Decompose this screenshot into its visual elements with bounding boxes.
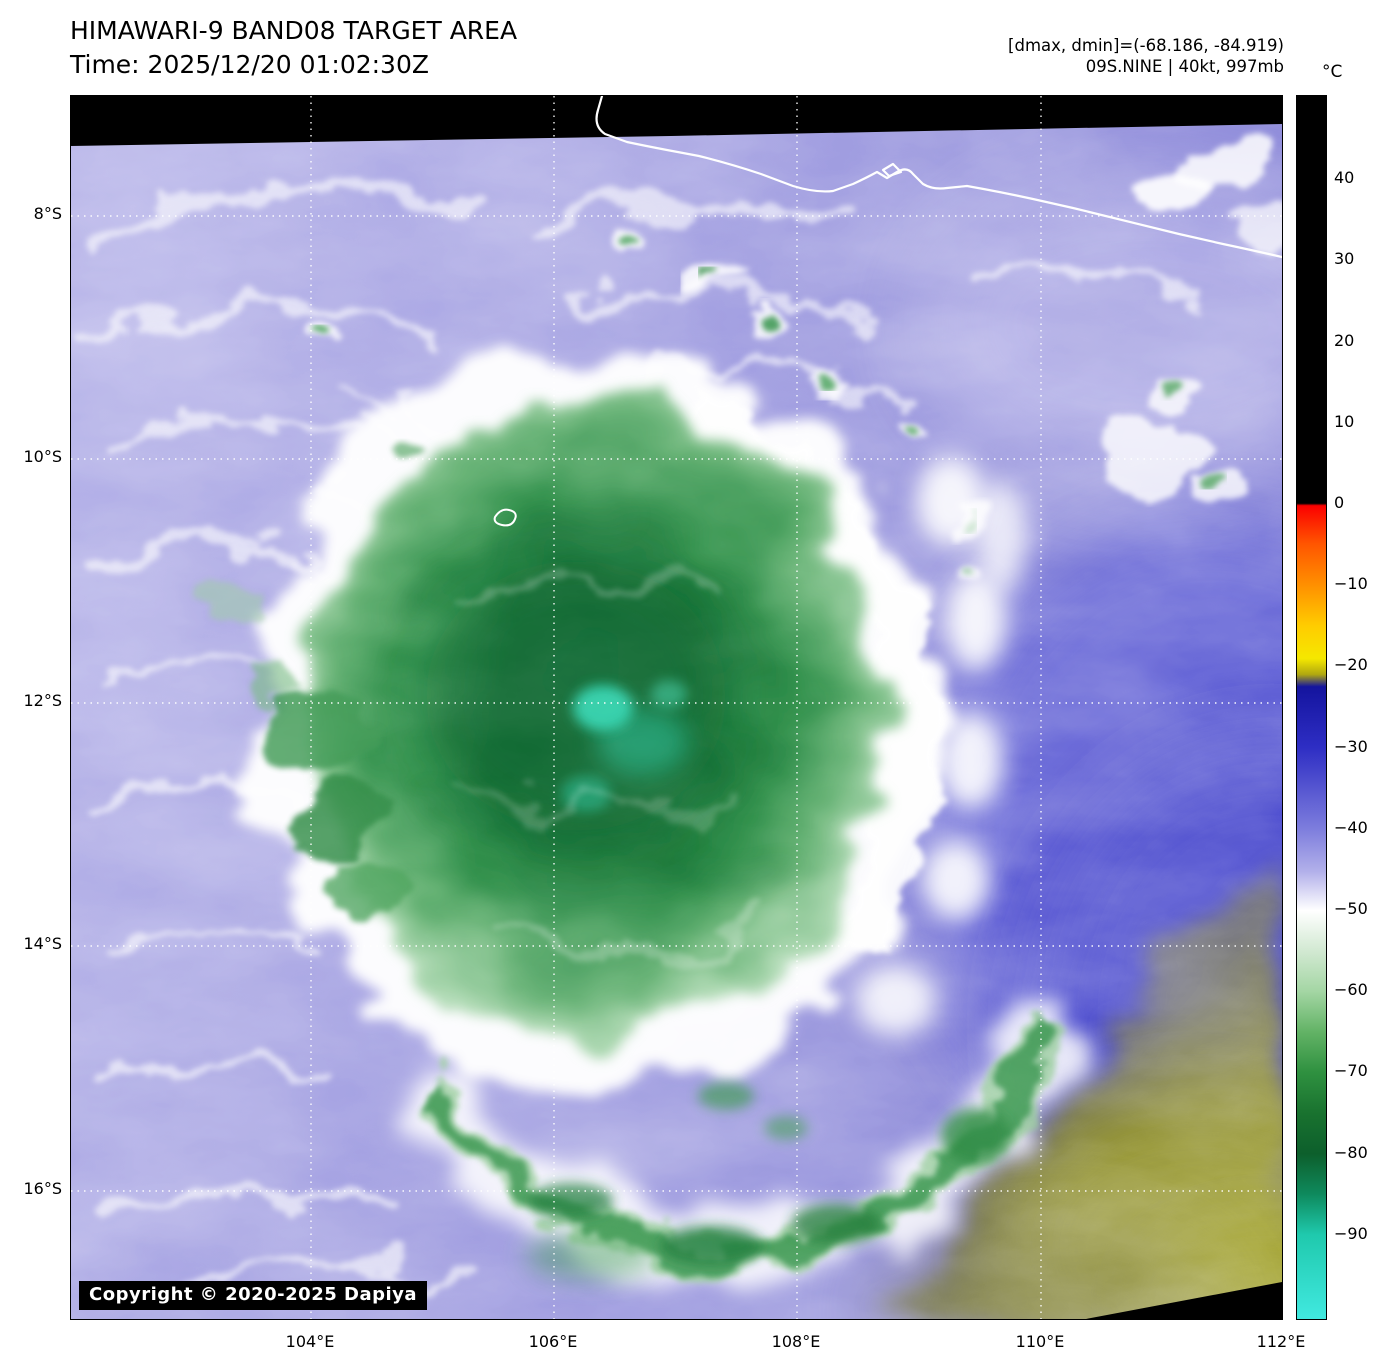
colorbar-tick: −50	[1334, 899, 1368, 918]
storm-info-annotation: 09S.NINE | 40kt, 997mb	[1085, 57, 1284, 76]
lat-label: 12°S	[23, 691, 62, 710]
colorbar	[1296, 95, 1327, 1320]
colorbar-tick: 0	[1334, 493, 1345, 512]
lat-label: 8°S	[33, 204, 62, 223]
colorbar-tick: −60	[1334, 980, 1368, 999]
title-block: HIMAWARI-9 BAND08 TARGET AREA Time: 2025…	[70, 14, 517, 82]
lat-label: 14°S	[23, 934, 62, 953]
figure-title: HIMAWARI-9 BAND08 TARGET AREA	[70, 16, 518, 45]
dmax-dmin-annotation: [dmax, dmin]=(-68.186, -84.919)	[1008, 36, 1284, 55]
lon-label: 106°E	[528, 1332, 578, 1351]
map-area	[70, 95, 1283, 1320]
lat-label: 10°S	[23, 447, 62, 466]
satellite-imagery	[71, 96, 1282, 1319]
cloud-texture-overlay	[71, 96, 1282, 1319]
grid-lines	[71, 96, 1282, 1319]
colorbar-unit-label: °C	[1322, 62, 1343, 82]
colorbar-tick: −80	[1334, 1143, 1368, 1162]
copyright-badge: Copyright © 2020-2025 Dapiya	[79, 1281, 428, 1310]
colorbar-tick: −40	[1334, 818, 1368, 837]
image-edge-corner	[1086, 1282, 1282, 1319]
island-outline	[493, 508, 517, 527]
colorbar-tick: 20	[1334, 331, 1355, 350]
colorbar-tick: 40	[1334, 168, 1355, 187]
colorbar-tick: 10	[1334, 412, 1355, 431]
colorbar-tick: 30	[1334, 249, 1355, 268]
lon-label: 108°E	[771, 1332, 821, 1351]
colorbar-tick: −30	[1334, 737, 1368, 756]
colorbar-gradient	[1297, 96, 1326, 1319]
image-edge-top	[71, 96, 1282, 146]
colorbar-tick: −70	[1334, 1061, 1368, 1080]
lon-label: 112°E	[1256, 1332, 1306, 1351]
colorbar-tick: −10	[1334, 574, 1368, 593]
annotation-block: [dmax, dmin]=(-68.186, -84.919) 09S.NINE…	[1008, 35, 1284, 77]
lat-label: 16°S	[23, 1179, 62, 1198]
lon-label: 110°E	[1015, 1332, 1065, 1351]
figure-time: Time: 2025/12/20 01:02:30Z	[70, 50, 429, 79]
colorbar-tick: −90	[1334, 1224, 1368, 1243]
colorbar-tick: −20	[1334, 655, 1368, 674]
lon-label: 104°E	[285, 1332, 335, 1351]
coastline-java	[595, 96, 1282, 259]
